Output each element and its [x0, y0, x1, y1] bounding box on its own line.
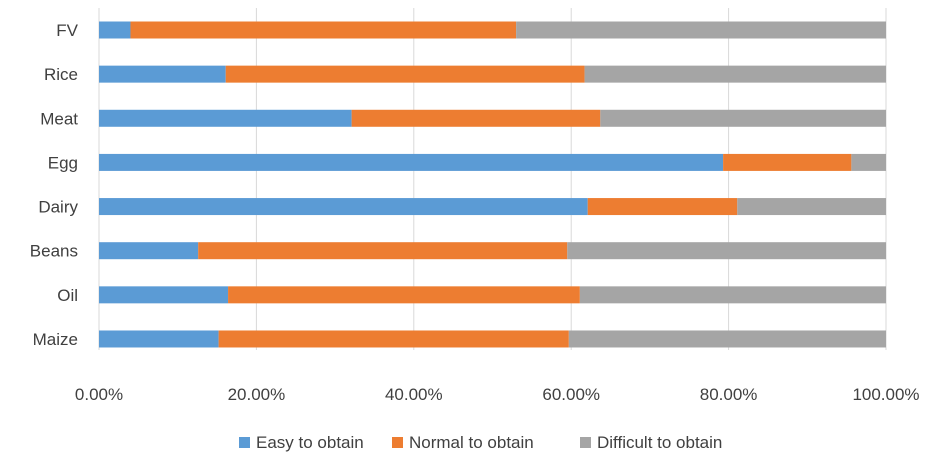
bar-segment-normal-to-obtain [225, 65, 585, 83]
category-label: Beans [30, 242, 78, 261]
bar-segment-normal-to-obtain [198, 242, 568, 260]
category-label: Egg [48, 153, 78, 172]
legend-label: Easy to obtain [256, 433, 364, 452]
bar-segment-easy-to-obtain [99, 286, 229, 304]
x-tick-label: 100.00% [852, 385, 919, 404]
category-label: Meat [40, 109, 78, 128]
category-label: FV [56, 21, 78, 40]
bar-segment-easy-to-obtain [99, 109, 352, 127]
bar-segment-difficult-to-obtain [567, 242, 886, 260]
x-tick-label: 40.00% [385, 385, 443, 404]
legend-label: Normal to obtain [409, 433, 534, 452]
legend-swatch [392, 437, 403, 448]
bar-segment-easy-to-obtain [99, 330, 219, 348]
bar-segment-easy-to-obtain [99, 153, 724, 171]
x-tick-labels: 0.00% 20.00% 40.00% 60.00% 80.00% 100.00% [75, 385, 920, 404]
bar-segment-normal-to-obtain [228, 286, 580, 304]
legend: Easy to obtain Normal to obtain Difficult … [239, 433, 722, 452]
bar-segment-difficult-to-obtain [568, 330, 886, 348]
bar-segment-normal-to-obtain [587, 198, 738, 216]
x-tick-label: 80.00% [700, 385, 758, 404]
bar-segment-normal-to-obtain [351, 109, 601, 127]
legend-swatch [580, 437, 591, 448]
category-labels: FV Rice Meat Egg Dairy Beans Oil Maize [30, 21, 79, 349]
category-label: Dairy [38, 198, 78, 217]
category-label: Rice [44, 65, 78, 84]
bar-segment-difficult-to-obtain [579, 286, 886, 304]
x-tick-label: 0.00% [75, 385, 123, 404]
bar-segment-difficult-to-obtain [516, 21, 886, 39]
x-tick-label: 20.00% [228, 385, 286, 404]
bar-segment-easy-to-obtain [99, 65, 226, 83]
legend-label: Difficult to obtain [597, 433, 722, 452]
bar-segment-difficult-to-obtain [737, 198, 886, 216]
bars [99, 21, 886, 348]
bar-segment-normal-to-obtain [723, 153, 852, 171]
x-tick-label: 60.00% [542, 385, 600, 404]
category-label: Maize [33, 330, 78, 349]
bar-segment-normal-to-obtain [130, 21, 517, 39]
legend-item: Difficult to obtain [580, 433, 722, 452]
bar-segment-easy-to-obtain [99, 198, 588, 216]
bar-segment-difficult-to-obtain [851, 153, 886, 171]
legend-swatch [239, 437, 250, 448]
bar-segment-easy-to-obtain [99, 21, 131, 39]
bar-segment-normal-to-obtain [218, 330, 569, 348]
legend-item: Normal to obtain [392, 433, 534, 452]
bar-segment-easy-to-obtain [99, 242, 199, 260]
category-label: Oil [57, 286, 78, 305]
bar-segment-difficult-to-obtain [600, 109, 886, 127]
bar-segment-difficult-to-obtain [584, 65, 886, 83]
legend-item: Easy to obtain [239, 433, 364, 452]
